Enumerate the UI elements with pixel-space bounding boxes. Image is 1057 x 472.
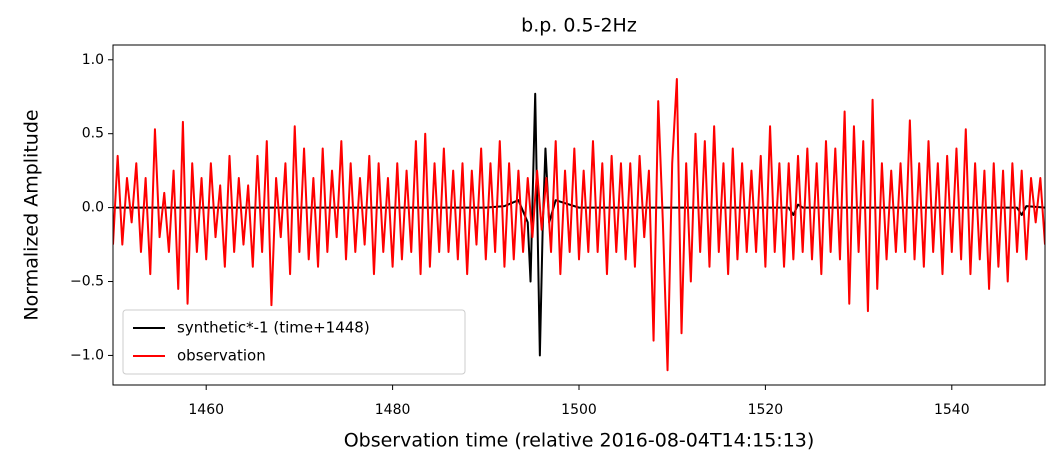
y-tick-label: −0.5 xyxy=(70,274,104,290)
x-axis-label: Observation time (relative 2016-08-04T14… xyxy=(344,430,815,452)
series-line xyxy=(113,78,1045,372)
y-axis-label: Normalized Amplitude xyxy=(21,109,43,320)
x-tick-label: 1540 xyxy=(934,402,970,418)
y-tick-label: 0.5 xyxy=(82,126,104,142)
legend-box xyxy=(122,309,466,375)
legend-label: observation xyxy=(177,347,266,365)
plot-frame xyxy=(112,44,1046,386)
x-tick-label: 1520 xyxy=(748,402,784,418)
x-tick-label: 1480 xyxy=(375,402,411,418)
chart-title: b.p. 0.5-2Hz xyxy=(521,15,637,37)
x-tick-label: 1500 xyxy=(561,402,597,418)
x-tick-label: 1460 xyxy=(188,402,224,418)
y-tick-label: 0.0 xyxy=(82,200,104,216)
y-tick-label: 1.0 xyxy=(82,52,104,68)
legend-label: synthetic*-1 (time+1448) xyxy=(177,319,370,337)
y-tick-label: −1.0 xyxy=(70,347,104,363)
